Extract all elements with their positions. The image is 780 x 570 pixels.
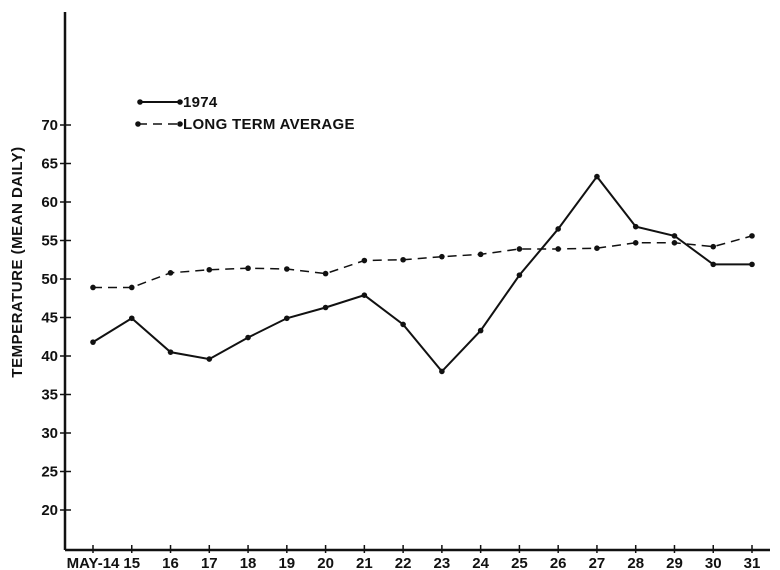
long-term-average-point bbox=[555, 246, 561, 252]
legend: 1974 LONG TERM AVERAGE bbox=[135, 94, 355, 133]
x-ticks: MAY-14 15 16 17 18 19 20 21 22 23 24 25 26 27 28 29 30 31 bbox=[67, 545, 761, 570]
y-ticks: 20 25 30 35 40 45 50 55 60 65 70 bbox=[41, 117, 71, 519]
y-tick-label: 35 bbox=[41, 387, 58, 404]
series-1974-series bbox=[90, 173, 755, 375]
series-1974-point bbox=[322, 304, 329, 311]
y-tick-label: 25 bbox=[41, 464, 58, 481]
series-1974-point bbox=[516, 272, 523, 278]
long-term-average-line bbox=[93, 235, 753, 289]
series-1974-point bbox=[555, 226, 561, 232]
x-tick-label: 31 bbox=[744, 555, 761, 570]
x-tick-label: 23 bbox=[434, 555, 451, 570]
y-tick-label: 50 bbox=[41, 271, 58, 288]
x-tick-label: 19 bbox=[278, 555, 295, 570]
x-tick-label: 29 bbox=[666, 555, 683, 570]
x-tick-label: 30 bbox=[705, 555, 722, 570]
long-term-average-point bbox=[128, 284, 135, 291]
series-group bbox=[90, 173, 755, 375]
long-term-average-point bbox=[245, 265, 251, 272]
long-term-average-point bbox=[710, 243, 717, 250]
x-tick-label: 27 bbox=[589, 555, 606, 570]
x-tick-label: 16 bbox=[162, 555, 179, 570]
long-term-average-point bbox=[206, 266, 213, 273]
series-1974-line bbox=[92, 174, 752, 373]
legend-long-term-average-marker-end bbox=[177, 121, 183, 127]
legend-long-term-average-marker-start bbox=[135, 121, 141, 127]
series-1974-point bbox=[594, 173, 600, 180]
series-1974-point bbox=[128, 315, 135, 322]
series-1974-point bbox=[284, 315, 290, 322]
series-1974-point bbox=[710, 261, 717, 268]
x-tick-label: 15 bbox=[123, 555, 140, 570]
y-tick-label: 55 bbox=[41, 233, 58, 250]
y-tick-label: 65 bbox=[41, 156, 58, 173]
series-1974-point bbox=[245, 334, 251, 341]
x-tick-label: 18 bbox=[240, 555, 257, 570]
x-tick-label: 24 bbox=[472, 555, 489, 570]
y-tick-label: 45 bbox=[41, 310, 58, 327]
x-tick-label: 21 bbox=[356, 555, 373, 570]
series-1974-point bbox=[671, 233, 678, 239]
y-axis-label: TEMPERATURE (MEAN DAILY) bbox=[9, 146, 26, 377]
legend-long-term-average: LONG TERM AVERAGE bbox=[135, 116, 355, 133]
long-term-average-point bbox=[749, 233, 755, 239]
y-tick-label: 60 bbox=[41, 194, 58, 211]
x-tick-label: 17 bbox=[201, 555, 218, 570]
long-term-average-series bbox=[90, 233, 755, 291]
series-1974-point bbox=[361, 292, 368, 298]
long-term-average-point bbox=[322, 270, 329, 277]
legend-1974-label: 1974 bbox=[183, 94, 218, 111]
y-tick-label: 30 bbox=[41, 425, 58, 442]
x-tick-label: 25 bbox=[511, 555, 528, 570]
x-tick-label: 20 bbox=[317, 555, 334, 570]
long-term-average-point bbox=[477, 251, 484, 258]
series-1974-point bbox=[90, 339, 96, 345]
long-term-average-point bbox=[632, 240, 639, 246]
legend-1974: 1974 bbox=[137, 94, 218, 111]
legend-1974-marker-end bbox=[177, 99, 183, 105]
long-term-average-point bbox=[400, 256, 406, 263]
series-1974-point bbox=[632, 223, 639, 230]
long-term-average-point bbox=[167, 270, 174, 276]
y-tick-label: 40 bbox=[41, 348, 58, 365]
series-1974-point bbox=[477, 327, 484, 334]
x-tick-label: 28 bbox=[627, 555, 644, 570]
series-1974-point bbox=[439, 368, 445, 375]
long-term-average-point bbox=[90, 284, 96, 291]
legend-long-term-average-label: LONG TERM AVERAGE bbox=[183, 116, 355, 133]
x-tick-label: 26 bbox=[550, 555, 567, 570]
long-term-average-point bbox=[516, 246, 523, 252]
x-tick-label: 22 bbox=[395, 555, 412, 570]
y-tick-label: 20 bbox=[41, 502, 58, 519]
long-term-average-point bbox=[284, 266, 290, 272]
legend-1974-marker-start bbox=[137, 99, 143, 105]
long-term-average-point bbox=[671, 240, 678, 246]
long-term-average-point bbox=[594, 245, 600, 251]
y-tick-label: 70 bbox=[41, 117, 58, 134]
long-term-average-point bbox=[361, 257, 368, 264]
series-1974-point bbox=[206, 356, 213, 362]
axes bbox=[63, 12, 770, 552]
series-1974-point bbox=[749, 261, 755, 268]
long-term-average-point bbox=[439, 253, 445, 260]
x-tick-label: MAY-14 bbox=[67, 555, 120, 570]
series-1974-point bbox=[167, 349, 174, 355]
series-1974-point bbox=[400, 321, 406, 328]
